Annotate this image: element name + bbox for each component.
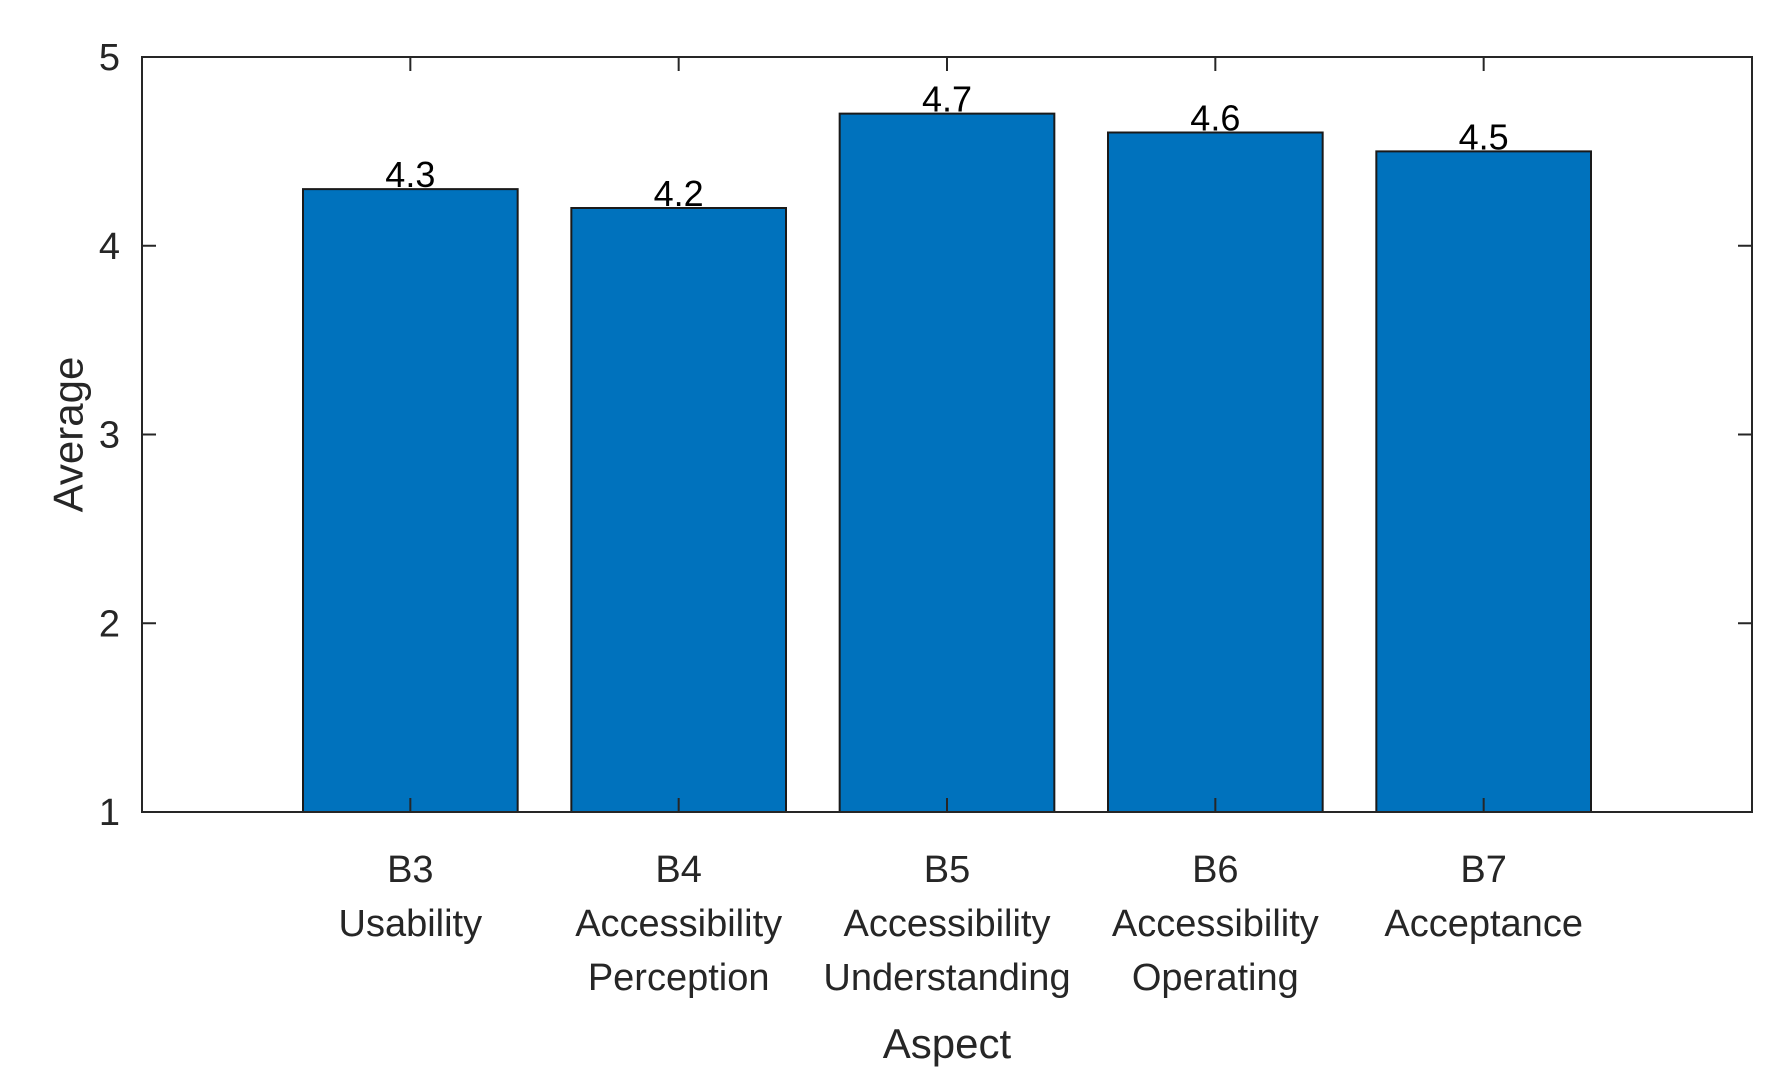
x-tick-label-line: B7 <box>1460 849 1506 891</box>
y-tick-label-5: 5 <box>99 37 120 79</box>
x-tick-label-line: B4 <box>655 849 701 891</box>
data-labels-group: 4.3 4.2 4.7 4.6 4.5 <box>385 79 1508 214</box>
data-label-b4: 4.2 <box>654 173 704 214</box>
y-tick-labels: 1 2 3 4 5 <box>99 37 120 834</box>
data-label-b3: 4.3 <box>385 154 435 195</box>
data-label-b5: 4.7 <box>922 79 972 120</box>
x-tick-label-line: B6 <box>1192 849 1238 891</box>
x-tick-label-b7: B7 Acceptance <box>1384 849 1583 945</box>
x-tick-label-line: Usability <box>339 903 483 945</box>
x-tick-label-line: Understanding <box>823 957 1070 999</box>
x-tick-label-b3: B3 Usability <box>339 849 483 945</box>
y-tick-label-2: 2 <box>99 603 120 645</box>
x-tick-label-line: B5 <box>924 849 970 891</box>
bar-b5 <box>838 112 1056 813</box>
bar-b4 <box>570 207 787 813</box>
x-tick-label-line: Accessibility <box>844 903 1051 945</box>
x-tick-label-b6: B6 Accessibility Operating <box>1112 849 1319 999</box>
y-tick-label-4: 4 <box>99 226 120 268</box>
y-axis-title: Average <box>45 357 92 513</box>
bar-b6 <box>1107 131 1324 813</box>
data-label-b7: 4.5 <box>1459 116 1509 157</box>
x-axis-title: Aspect <box>883 1020 1012 1067</box>
x-tick-label-line: Perception <box>588 957 770 999</box>
data-label-b6: 4.6 <box>1190 98 1240 139</box>
x-tick-label-line: Accessibility <box>1112 903 1319 945</box>
ticks-group <box>142 56 1752 813</box>
x-tick-label-line: Acceptance <box>1384 903 1583 945</box>
x-tick-label-b4: B4 Accessibility Perception <box>575 849 782 999</box>
x-tick-label-b5: B5 Accessibility Understanding <box>823 849 1070 999</box>
bar-b7 <box>1375 150 1593 813</box>
bar-b3 <box>302 188 519 813</box>
y-tick-label-3: 3 <box>99 415 120 457</box>
x-tick-label-line: Operating <box>1132 957 1299 999</box>
x-tick-label-line: B3 <box>387 849 433 891</box>
bars-group <box>302 112 1593 813</box>
x-tick-labels: B3 Usability B4 Accessibility Perception B5 Ac… <box>339 849 1583 999</box>
x-tick-label-line: Accessibility <box>575 903 782 945</box>
y-tick-label-1: 1 <box>99 792 120 834</box>
